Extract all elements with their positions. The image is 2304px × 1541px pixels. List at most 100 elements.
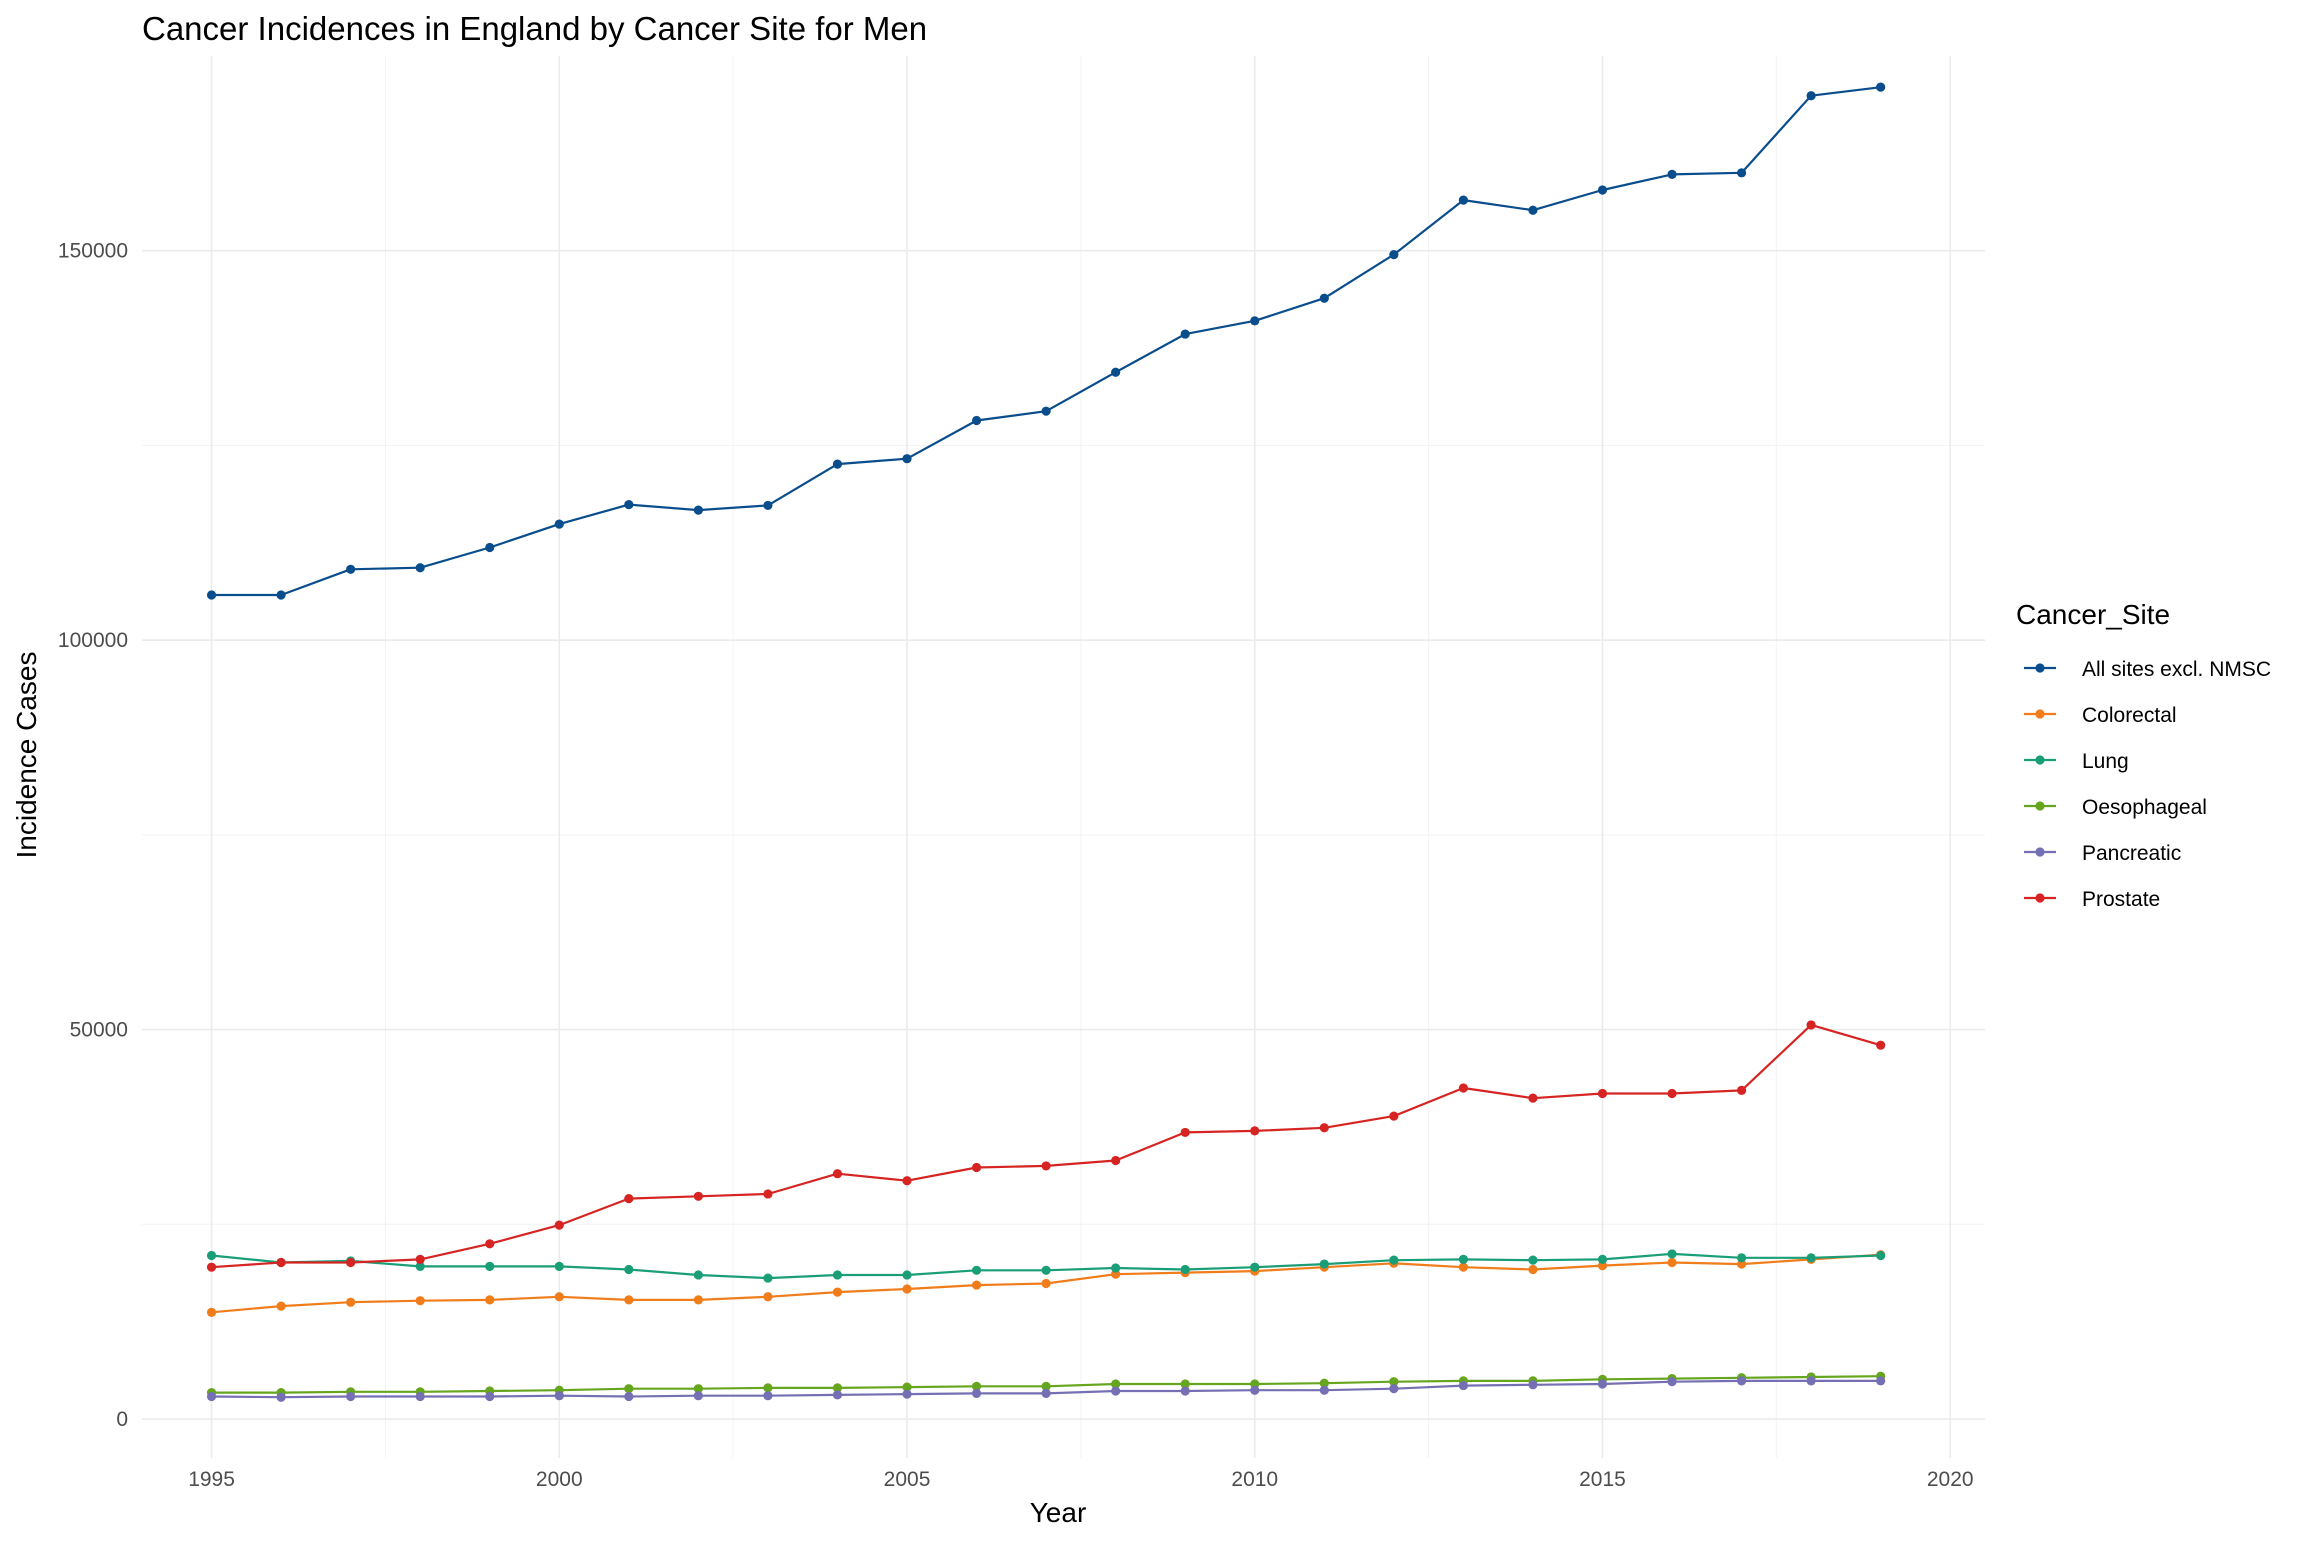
- data-point: [902, 1389, 912, 1399]
- data-point: [346, 1257, 356, 1268]
- legend-label: Prostate: [2082, 888, 2160, 911]
- data-point: [1319, 1123, 1329, 1133]
- data-point: [1111, 1155, 1121, 1166]
- data-point: [624, 1391, 634, 1402]
- data-point: [1667, 1088, 1677, 1099]
- data-point: [346, 1391, 356, 1402]
- series-lung: [206, 1249, 1886, 1283]
- data-point: [1180, 1379, 1190, 1389]
- data-point: [763, 500, 773, 511]
- data-point: [1528, 205, 1538, 215]
- data-point: [902, 1382, 912, 1392]
- legend-label: Lung: [2082, 750, 2129, 773]
- data-point: [902, 1284, 912, 1294]
- data-point: [206, 590, 217, 600]
- data-point: [1041, 1278, 1051, 1289]
- data-point: [1736, 1085, 1747, 1095]
- data-point: [1667, 1257, 1677, 1268]
- data-point: [902, 1176, 912, 1186]
- data-point: [1458, 1254, 1468, 1264]
- gridlines: [142, 56, 1985, 1458]
- data-point: [1528, 1255, 1538, 1265]
- data-point: [1389, 1377, 1399, 1387]
- data-point: [902, 454, 912, 464]
- x-tick-label: 2020: [1927, 1468, 1974, 1491]
- data-point: [1180, 1386, 1190, 1396]
- data-point: [693, 1295, 703, 1305]
- x-tick-label: 2005: [884, 1468, 931, 1491]
- data-point: [763, 1189, 773, 1199]
- y-tick-label: 150000: [58, 240, 128, 263]
- legend-key-point: [2035, 893, 2045, 903]
- legend-items: All sites excl. NMSC Colorectal Lung Oesoph…: [2024, 658, 2271, 911]
- data-point: [832, 1270, 843, 1280]
- legend-item: Prostate: [2024, 888, 2160, 911]
- x-tick-label: 2010: [1231, 1468, 1278, 1491]
- data-point: [693, 505, 703, 515]
- data-point: [415, 1261, 425, 1271]
- data-point: [276, 590, 286, 600]
- data-point: [1389, 1255, 1399, 1265]
- data-point: [206, 1262, 217, 1272]
- data-point: [1319, 293, 1329, 303]
- data-point: [1041, 1161, 1051, 1171]
- y-tick-label: 100000: [58, 629, 128, 652]
- data-point: [624, 1295, 634, 1305]
- y-axis-ticks: 0 50000 100000 150000: [58, 240, 128, 1431]
- data-point: [554, 1292, 564, 1302]
- data-point: [624, 1384, 634, 1394]
- data-point: [206, 1391, 217, 1402]
- data-point: [1806, 1376, 1816, 1386]
- data-point: [1667, 1249, 1677, 1259]
- data-point: [971, 1162, 982, 1173]
- data-point: [1458, 1262, 1468, 1272]
- legend-label: All sites excl. NMSC: [2082, 658, 2271, 681]
- data-point: [763, 1273, 773, 1283]
- legend-key-point: [2035, 709, 2045, 719]
- data-point: [1111, 367, 1121, 377]
- data-point: [346, 564, 356, 574]
- data-point: [1111, 1379, 1121, 1389]
- data-point: [346, 1297, 356, 1307]
- legend-item: All sites excl. NMSC: [2024, 658, 2271, 681]
- legend-item: Colorectal: [2024, 704, 2177, 727]
- data-point: [206, 1250, 217, 1261]
- legend-label: Pancreatic: [2082, 842, 2181, 865]
- data-point: [415, 1254, 425, 1264]
- data-point: [1041, 1388, 1051, 1398]
- data-point: [485, 1391, 495, 1402]
- data-point: [693, 1384, 703, 1394]
- data-point: [624, 500, 634, 510]
- data-point: [1667, 169, 1677, 179]
- data-point: [624, 1264, 634, 1275]
- data-point: [1597, 1088, 1608, 1099]
- data-point: [832, 1390, 843, 1400]
- data-point: [1250, 1385, 1260, 1395]
- data-point: [554, 1261, 564, 1271]
- legend-label: Colorectal: [2082, 704, 2177, 727]
- series-pancreatic: [206, 1376, 1886, 1402]
- data-point: [1389, 250, 1399, 260]
- x-tick-label: 2015: [1579, 1468, 1626, 1491]
- x-axis-ticks: 1995 2000 2005 2010 2015 2020: [188, 1468, 1973, 1491]
- data-point: [276, 1257, 286, 1268]
- data-point: [832, 1169, 843, 1179]
- data-point: [1250, 1262, 1260, 1272]
- series-group: [206, 82, 1886, 1402]
- data-point: [1528, 1264, 1538, 1275]
- data-point: [1041, 1381, 1051, 1391]
- data-point: [1041, 406, 1051, 416]
- data-point: [832, 1383, 843, 1393]
- data-point: [1876, 1040, 1886, 1050]
- data-point: [415, 563, 425, 573]
- data-point: [1458, 1380, 1468, 1391]
- data-point: [1319, 1385, 1329, 1395]
- data-point: [1667, 1377, 1677, 1387]
- data-point: [1389, 1384, 1399, 1394]
- legend-item: Pancreatic: [2024, 842, 2181, 865]
- data-point: [485, 542, 495, 553]
- data-point: [1806, 91, 1816, 101]
- data-point: [1111, 1386, 1121, 1396]
- data-point: [485, 1239, 495, 1249]
